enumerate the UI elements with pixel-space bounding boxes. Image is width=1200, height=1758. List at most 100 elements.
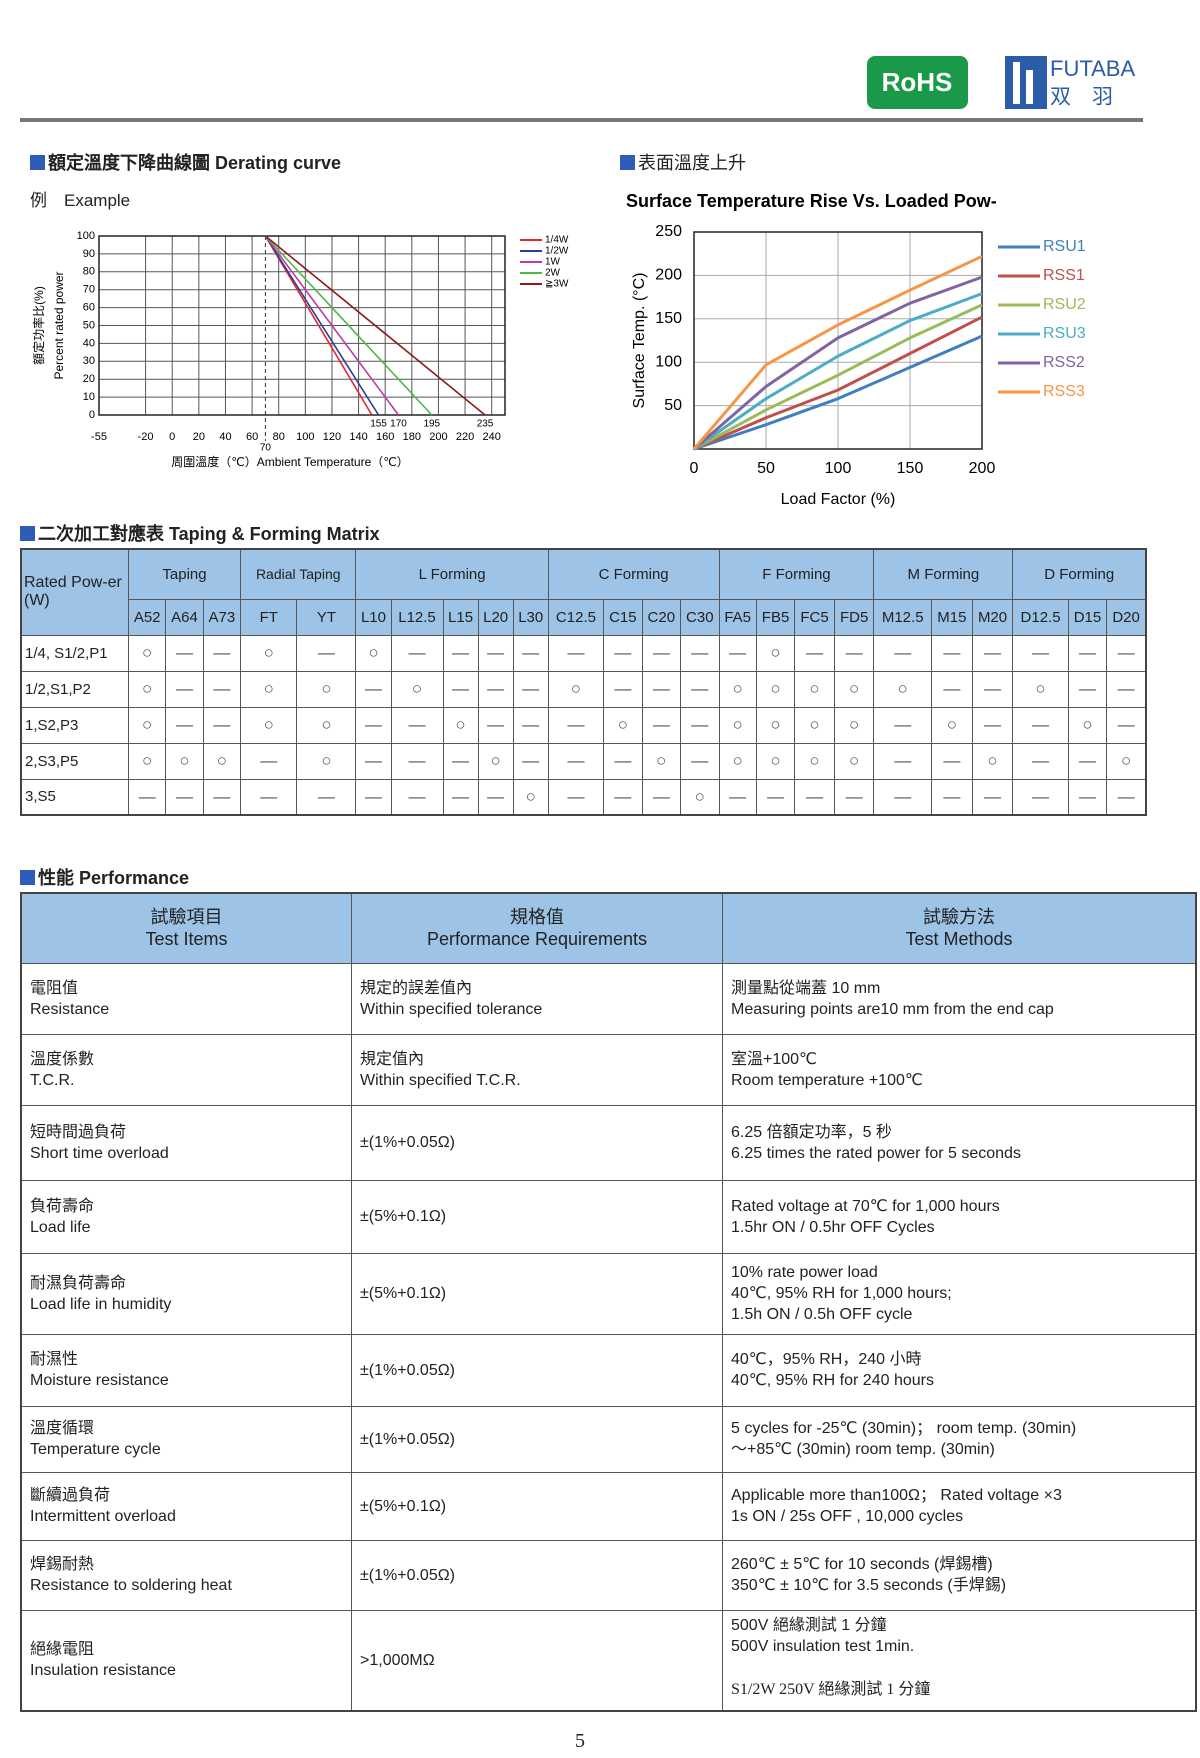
- matrix-cell: —: [477, 706, 514, 744]
- matrix-cell: —: [641, 670, 682, 708]
- matrix-cell: —: [1012, 634, 1069, 672]
- header-row: A52 A64 A73 FT YT L10 L12.5 L15 L20 L30 C12.5 C15 C2…: [21, 598, 1147, 636]
- matrix-cell: —: [794, 634, 835, 672]
- column-header: YT: [296, 598, 357, 636]
- cell-line: 短時間過負荷: [30, 1123, 127, 1141]
- series-line: [693, 275, 983, 451]
- requirement: ±(1%+0.05Ω): [351, 1405, 723, 1473]
- y-tick-label: 150: [655, 310, 682, 327]
- matrix-cell: —: [680, 634, 720, 672]
- y-tick-label: 250: [655, 223, 682, 240]
- section-title: 性能 Performance: [20, 864, 189, 890]
- matrix-cell: —: [1012, 778, 1069, 816]
- row-header: Rated Pow-er (W): [20, 548, 129, 636]
- section-marker: [20, 869, 35, 885]
- requirement: ±(1%+0.05Ω): [351, 1104, 723, 1181]
- cell-line: 負荷壽命: [30, 1197, 95, 1215]
- cell-line: 規定的誤差值內: [360, 979, 473, 997]
- test-method: Applicable more than100Ω； Rated voltage …: [722, 1471, 1197, 1541]
- cell-line: ±(5%+0.1Ω): [360, 1208, 447, 1225]
- column-header: L20: [477, 598, 514, 636]
- matrix-cell: ○: [296, 706, 357, 744]
- y-tick-label: 100: [77, 230, 95, 242]
- matrix-cell: ○: [127, 706, 167, 744]
- matrix-cell: —: [202, 778, 242, 816]
- cell-line: 500V insulation test 1min.: [731, 1637, 915, 1655]
- group-header: C Forming: [547, 548, 720, 600]
- matrix-cell: —: [755, 778, 796, 816]
- brand-icon-stripe: [1013, 62, 1020, 104]
- column-header: FB5: [755, 598, 796, 636]
- matrix-cell: —: [547, 706, 605, 744]
- x-tick-label: 220: [456, 431, 474, 443]
- cell-line: Within specified T.C.R.: [360, 1071, 521, 1089]
- x-tick-label: 240: [483, 431, 501, 443]
- requirement: ±(5%+0.1Ω): [351, 1179, 723, 1254]
- y-axis-title: Surface Temp. (°C): [631, 273, 648, 409]
- matrix-cell: ○: [718, 706, 757, 744]
- cell-line: 絕緣電阻: [30, 1641, 95, 1659]
- matrix-cell: —: [355, 778, 392, 816]
- row-label: 1/4, S1/2,P1: [20, 634, 129, 672]
- matrix-row: 2,S3,P5 ○ ○ ○ — ○ — — — ○ — — — ○ — ○ ○ ○ ○ — — ○ — — ○: [20, 742, 1147, 780]
- legend-label: ≧3W: [545, 279, 569, 290]
- column-header: 試驗方法 Test Methods: [722, 892, 1197, 964]
- matrix-cell: ○: [833, 742, 875, 780]
- performance-table: 試驗項目 Test Items 規格值 Performance Requirement…: [20, 892, 1197, 1712]
- matrix-cell: ○: [873, 670, 932, 708]
- header-line: 規格值: [510, 907, 564, 928]
- marker-label: 195: [423, 419, 440, 430]
- cell-line: Temperature cycle: [30, 1441, 161, 1458]
- matrix-cell: —: [165, 670, 204, 708]
- cell-line: Insulation resistance: [30, 1662, 176, 1680]
- section-title-text: 性能 Performance: [38, 868, 190, 888]
- matrix-cell: —: [240, 778, 298, 816]
- cell-line: 260℃ ± 5℃ for 10 seconds (焊錫槽): [731, 1556, 993, 1573]
- column-header: D15: [1067, 598, 1108, 636]
- header-line: Performance Requirements: [426, 929, 648, 950]
- matrix-cell: ○: [127, 634, 167, 672]
- matrix-cell: —: [971, 634, 1014, 672]
- section-marker: [620, 154, 635, 170]
- cell-line: 溫度循環: [30, 1420, 95, 1437]
- matrix-cell: ○: [971, 742, 1014, 780]
- test-method: 室溫+100℃ Room temperature +100℃: [722, 1033, 1197, 1106]
- cell-line: Applicable more than100Ω； Rated voltage …: [731, 1487, 1062, 1504]
- cell-line: ～+85℃ (30min) room temp. (30min): [731, 1441, 995, 1458]
- cell-line: Rated voltage at 70℃ for 1,000 hours: [731, 1197, 1000, 1215]
- matrix-cell: —: [971, 670, 1014, 708]
- cell-line: ±(5%+0.1Ω): [360, 1497, 447, 1515]
- matrix-cell: ○: [755, 634, 796, 672]
- requirement: 規定值內 Within specified T.C.R.: [351, 1033, 723, 1106]
- cell-line: 6.25 times the rated power for 5 seconds: [731, 1144, 1021, 1162]
- matrix-cell: —: [512, 706, 549, 744]
- charts-area: RoHS FUTABA 双 羽 0102030405060708090100-5…: [20, 56, 1143, 508]
- series-line: [693, 315, 983, 451]
- matrix-cell: ○: [603, 706, 643, 744]
- matrix-cell: —: [1067, 778, 1108, 816]
- y-tick-label: 30: [83, 355, 95, 367]
- test-method: 6.25 倍額定功率，5 秒 6.25 times the rated power…: [722, 1104, 1197, 1181]
- test-item: 電阻值 Resistance: [20, 962, 352, 1035]
- header-line: 試驗方法: [923, 907, 995, 928]
- rohs-badge: [867, 56, 968, 109]
- section-marker: [30, 154, 45, 170]
- matrix-cell: —: [202, 706, 242, 744]
- example-label: 例 Example: [30, 191, 131, 210]
- column-header: FD5: [833, 598, 875, 636]
- matrix-cell: —: [680, 742, 720, 780]
- cell-line: Short time overload: [30, 1144, 169, 1162]
- matrix-cell: ○: [512, 778, 549, 816]
- column-header: L30: [512, 598, 549, 636]
- matrix-cell: ○: [718, 742, 757, 780]
- matrix-cell: ○: [165, 742, 204, 780]
- matrix-row: 3,S5— — — — — — — — — ○ — — — ○ — — — — — — — — — —: [20, 778, 1147, 816]
- matrix-cell: —: [1012, 742, 1069, 780]
- test-method: 5 cycles for -25℃ (30min)； room temp. (3…: [722, 1405, 1197, 1473]
- matrix-row: 1/4, S1/2,P1 ○ — — ○ — ○ — — — — — — — — — ○ — — — — — — — —: [20, 634, 1147, 672]
- matrix-cell: ○: [755, 670, 796, 708]
- matrix-cell: —: [442, 742, 479, 780]
- header-line: Test Items: [145, 929, 228, 950]
- matrix-cell: —: [930, 634, 973, 672]
- requirement: 規定的誤差值內 Within specified tolerance: [351, 962, 723, 1035]
